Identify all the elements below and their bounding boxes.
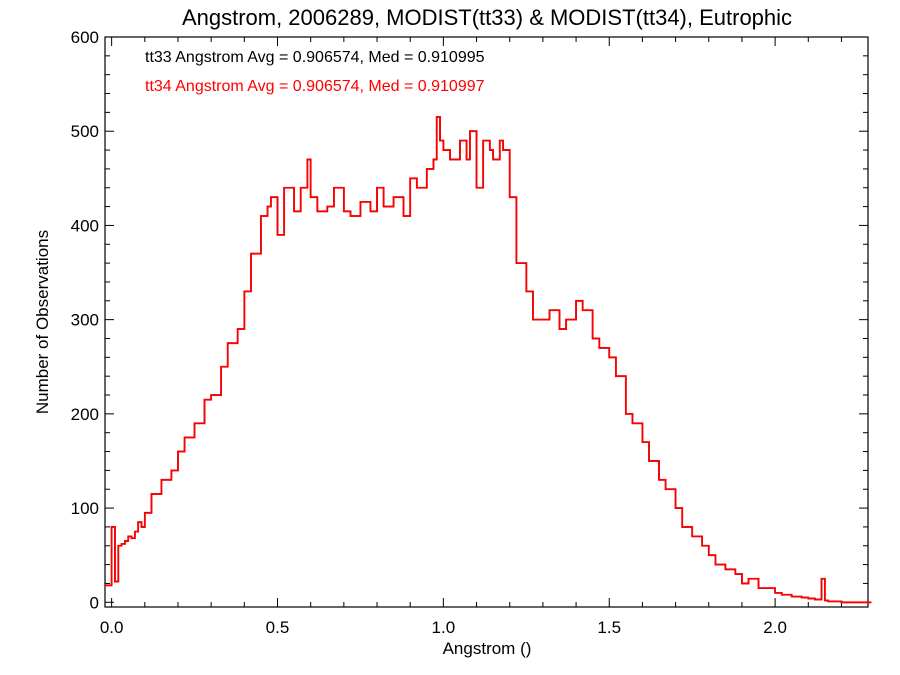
- x-axis: 0.0 0.5 1.0 1.5 2.0: [100, 37, 842, 637]
- x-axis-label: Angstrom (): [443, 639, 532, 658]
- series-line-tt33: [105, 116, 872, 604]
- y-axis: 0 100 200 300 400 500 600: [71, 28, 868, 612]
- plot-frame: [104, 36, 869, 608]
- y-tick-label: 600: [71, 28, 99, 47]
- y-tick-label: 300: [71, 311, 99, 330]
- x-tick-label: 2.0: [763, 618, 787, 637]
- x-tick-label: 1.5: [597, 618, 621, 637]
- annotation-tt33: tt33 Angstrom Avg = 0.906574, Med = 0.91…: [145, 49, 485, 66]
- x-tick-label: 0.0: [100, 618, 124, 637]
- y-tick-label: 400: [71, 216, 99, 235]
- series-line-tt34: [105, 116, 872, 604]
- x-tick-label: 0.5: [266, 618, 290, 637]
- y-tick-label: 200: [71, 405, 99, 424]
- x-tick-label: 1.0: [432, 618, 456, 637]
- y-tick-label: 0: [90, 593, 99, 612]
- y-tick-label: 100: [71, 499, 99, 518]
- y-tick-label: 500: [71, 122, 99, 141]
- series-layer: [105, 116, 872, 604]
- chart-title: Angstrom, 2006289, MODIST(tt33) & MODIST…: [182, 5, 792, 30]
- annotation-tt34: tt34 Angstrom Avg = 0.906574, Med = 0.91…: [145, 78, 485, 95]
- y-axis-label: Number of Observations: [33, 230, 52, 414]
